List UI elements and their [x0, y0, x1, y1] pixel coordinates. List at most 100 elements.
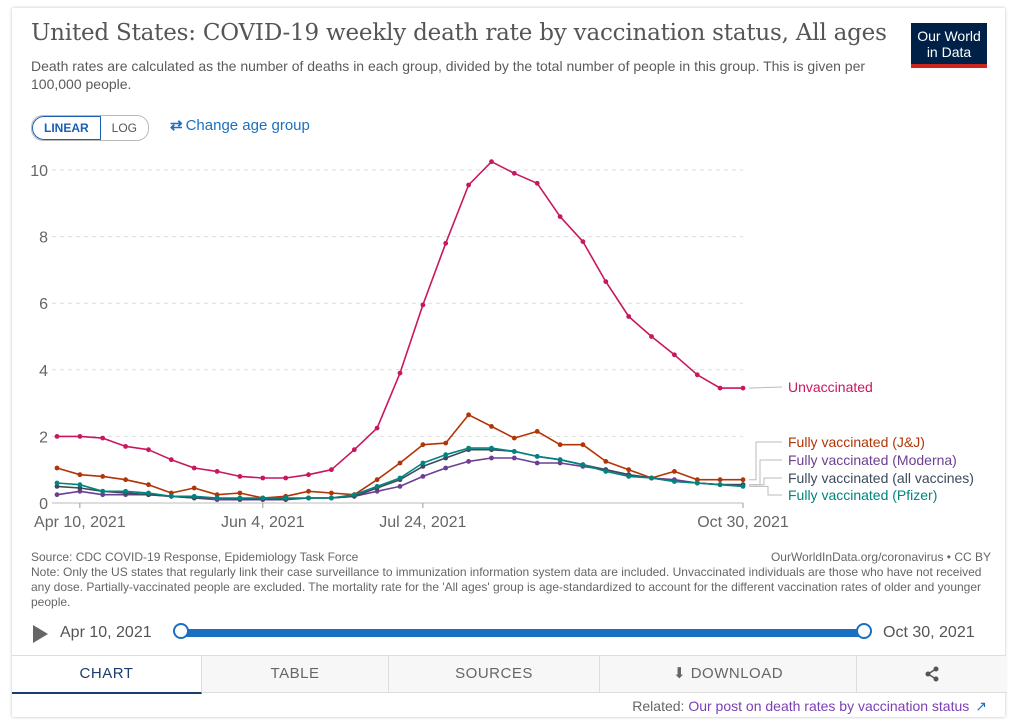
data-point	[489, 456, 494, 461]
legend-label: Fully vaccinated (J&J)	[788, 434, 925, 450]
change-age-group-button[interactable]: ⇄ Change age group	[170, 116, 310, 134]
legend-label: Unvaccinated	[788, 379, 873, 395]
data-point	[375, 484, 380, 489]
data-point	[535, 454, 540, 459]
data-point	[649, 334, 654, 339]
timeline-end-label: Oct 30, 2021	[883, 624, 975, 642]
data-point	[238, 496, 243, 501]
data-point	[695, 372, 700, 377]
data-point	[306, 496, 311, 501]
data-point	[123, 444, 128, 449]
data-point	[626, 314, 631, 319]
data-point	[581, 462, 586, 467]
data-point	[581, 239, 586, 244]
data-point	[146, 482, 151, 487]
data-point	[146, 447, 151, 452]
data-point	[421, 442, 426, 447]
tab-bar: CHART TABLE SOURCES ⬇ DOWNLOAD	[12, 655, 1005, 693]
data-point	[55, 481, 60, 486]
data-point	[512, 456, 517, 461]
data-point	[215, 469, 220, 474]
share-icon	[925, 666, 939, 682]
data-point	[443, 241, 448, 246]
data-point	[55, 466, 60, 471]
data-point	[375, 477, 380, 482]
data-point	[192, 486, 197, 491]
data-point	[283, 496, 288, 501]
data-point	[78, 472, 83, 477]
y-tick-label: 10	[30, 163, 48, 180]
timeline-start-handle[interactable]	[173, 623, 189, 639]
data-point	[192, 494, 197, 499]
logo-line-1: Our World	[911, 28, 987, 44]
data-point	[718, 477, 723, 482]
data-point	[603, 469, 608, 474]
source-url[interactable]: OurWorldInData.org/coronavirus • CC BY	[771, 550, 991, 565]
data-point	[672, 352, 677, 357]
tab-sources[interactable]: SOURCES	[389, 656, 600, 693]
data-point	[512, 436, 517, 441]
x-tick-label: Oct 30, 2021	[697, 514, 789, 531]
tab-chart[interactable]: CHART	[12, 656, 202, 694]
data-point	[421, 461, 426, 466]
change-age-label: Change age group	[186, 117, 310, 134]
data-point	[466, 446, 471, 451]
tab-download[interactable]: ⬇ DOWNLOAD	[600, 656, 857, 693]
data-point	[558, 457, 563, 462]
data-point	[603, 459, 608, 464]
timeline-end-handle[interactable]	[856, 623, 872, 639]
y-tick-label: 2	[39, 429, 48, 446]
data-point	[398, 371, 403, 376]
data-point	[581, 442, 586, 447]
legend-connector	[749, 387, 782, 388]
legend-connector	[749, 442, 782, 480]
tab-share[interactable]	[857, 656, 1007, 693]
data-point	[512, 449, 517, 454]
data-point	[558, 442, 563, 447]
data-point	[100, 436, 105, 441]
data-point	[443, 466, 448, 471]
scale-toggle: LINEAR LOG	[31, 115, 149, 141]
data-point	[672, 469, 677, 474]
data-point	[741, 477, 746, 482]
x-tick-label: Jun 4, 2021	[221, 514, 305, 531]
data-point	[329, 467, 334, 472]
data-point	[215, 496, 220, 501]
data-point	[718, 386, 723, 391]
data-point	[466, 412, 471, 417]
x-tick-label: Jul 24, 2021	[379, 514, 466, 531]
line-chart: 0 2 4 6 8 10 Apr 10, 2021 Jun 4, 2021 Jul 24, 20…	[0, 150, 1017, 540]
data-point	[398, 476, 403, 481]
data-point	[78, 434, 83, 439]
data-point	[329, 491, 334, 496]
x-tick-label: Apr 10, 2021	[34, 514, 126, 531]
data-point	[489, 159, 494, 164]
related-link[interactable]: Our post on death rates by vaccination s…	[688, 698, 969, 714]
data-point	[718, 482, 723, 487]
timeline-track[interactable]	[181, 629, 864, 637]
tab-table[interactable]: TABLE	[202, 656, 389, 693]
tab-download-label: DOWNLOAD	[691, 665, 783, 682]
data-point	[649, 476, 654, 481]
data-point	[421, 303, 426, 308]
data-point	[443, 452, 448, 457]
y-tick-label: 0	[39, 496, 48, 513]
data-point	[55, 492, 60, 497]
data-point	[741, 484, 746, 489]
data-point	[260, 496, 265, 501]
play-icon[interactable]	[33, 625, 48, 643]
data-point	[443, 441, 448, 446]
owid-logo[interactable]: Our World in Data	[911, 23, 987, 68]
data-point	[123, 477, 128, 482]
related-line: Related: Our post on death rates by vacc…	[632, 698, 987, 715]
series-line	[57, 162, 743, 478]
linear-scale-button[interactable]: LINEAR	[32, 116, 101, 140]
legend-connector	[749, 478, 782, 485]
log-scale-button[interactable]: LOG	[101, 116, 148, 140]
swap-icon: ⇄	[170, 117, 183, 134]
data-point	[352, 492, 357, 497]
legend-label: Fully vaccinated (Pfizer)	[788, 487, 937, 503]
data-point	[352, 447, 357, 452]
related-prefix: Related:	[632, 698, 684, 714]
data-point	[192, 466, 197, 471]
